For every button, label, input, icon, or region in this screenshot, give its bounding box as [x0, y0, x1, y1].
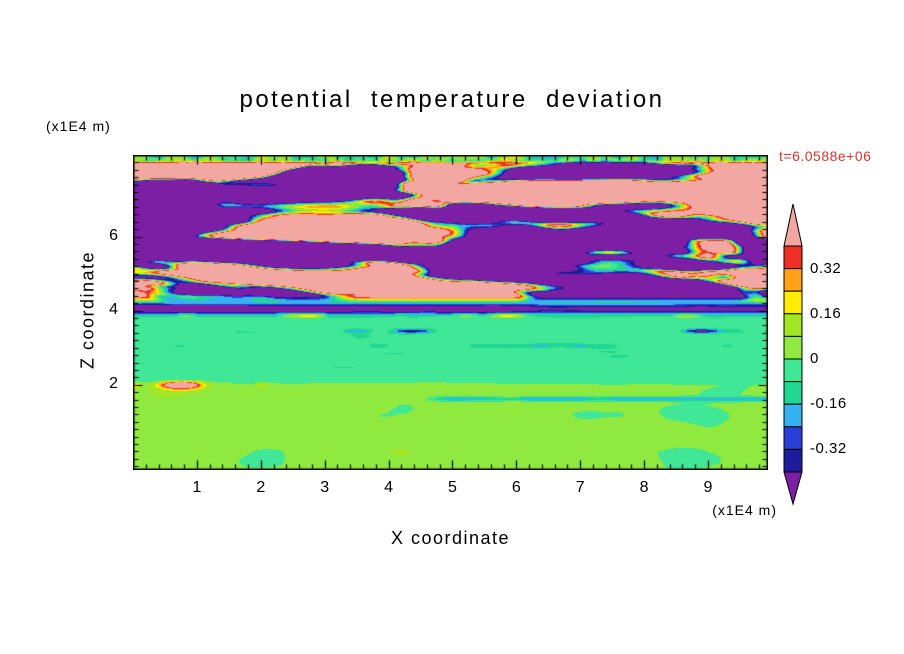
z-axis-unit: (x1E4 m) [46, 118, 111, 134]
colorbar-band [783, 358, 803, 383]
x-tick-label: 3 [320, 479, 330, 496]
x-tick-label: 2 [256, 479, 266, 496]
colorbar-label: -0.16 [810, 395, 847, 413]
x-tick-label: 4 [384, 479, 393, 496]
x-axis-label: X coordinate [390, 528, 511, 548]
z-tick-label: 6 [109, 226, 118, 244]
contour-plot [133, 155, 768, 470]
chart-title: potential temperature deviation [239, 86, 665, 113]
x-tick-label: 7 [575, 479, 585, 496]
time-annotation: t=6.0588e+06 [779, 148, 872, 164]
colorbar-band [783, 335, 803, 360]
colorbar-band [783, 403, 803, 428]
x-tick-label: 5 [447, 479, 457, 496]
colorbar-label: -0.32 [810, 440, 847, 458]
colorbar-band [783, 245, 803, 270]
x-tick-label: 8 [639, 479, 649, 496]
x-tick-label: 9 [703, 479, 713, 496]
colorbar-band [783, 268, 803, 292]
z-tick-label: 2 [109, 374, 118, 392]
x-tick-label: 1 [192, 479, 202, 496]
colorbar-band [783, 448, 803, 473]
colorbar-label: 0.16 [810, 304, 842, 322]
colorbar-band [783, 313, 803, 337]
x-tick-label: 6 [511, 479, 521, 496]
colorbar [783, 203, 803, 506]
colorbar-band [783, 290, 803, 315]
colorbar-band [783, 381, 803, 405]
colorbar-band [783, 426, 803, 450]
colorbar-over-arrow [783, 203, 803, 247]
colorbar-label: 0.32 [810, 259, 842, 277]
colorbar-label: 0 [810, 350, 819, 367]
colorbar-under-arrow [783, 471, 803, 506]
z-tick-label: 4 [109, 300, 118, 318]
x-axis-unit: (x1E4 m) [712, 502, 777, 518]
